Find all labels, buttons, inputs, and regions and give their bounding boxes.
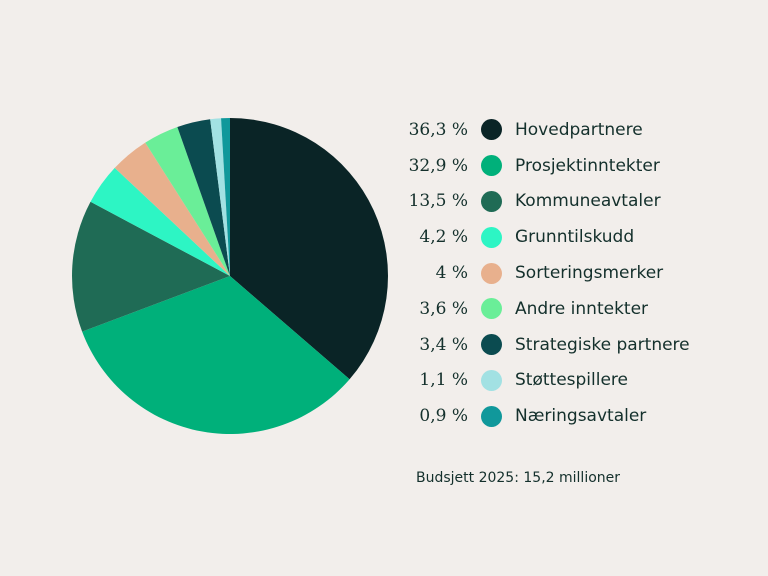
- legend-swatch: [481, 369, 502, 391]
- budget-footnote: Budsjett 2025: 15,2 millioner: [416, 470, 621, 486]
- legend-item: 32,9 % Prosjektinntekter: [400, 148, 760, 184]
- legend: 36,3 % Hovedpartnere 32,9 % Prosjektinntekt…: [400, 112, 760, 434]
- legend-value: 3,6 %: [419, 298, 468, 319]
- legend-swatch: [481, 334, 502, 356]
- pie-slice-4: [90, 167, 231, 276]
- pie-slice-9: [221, 118, 230, 276]
- legend-item: 4 % Sorteringsmerker: [400, 255, 760, 291]
- pie-slice-1: [230, 118, 389, 380]
- legend-value: 0,9 %: [419, 406, 468, 427]
- legend-value: 13,5 %: [408, 191, 468, 212]
- legend-value: 1,1 %: [419, 370, 468, 391]
- legend-label: Støttespillere: [515, 370, 628, 391]
- legend-swatch: [481, 262, 502, 284]
- pie-slice-2: [82, 276, 350, 434]
- legend-item: 3,6 % Andre inntekter: [400, 291, 760, 327]
- legend-label: Andre inntekter: [515, 298, 649, 319]
- legend-swatch: [481, 190, 502, 212]
- legend-swatch: [481, 119, 502, 141]
- legend-swatch: [481, 155, 502, 177]
- legend-value: 4,2 %: [419, 227, 468, 248]
- legend-value: 3,4 %: [419, 334, 468, 355]
- legend-value: 4 %: [435, 263, 468, 284]
- legend-label: Hovedpartnere: [515, 119, 643, 140]
- legend-item: 1,1 % Støttespillere: [400, 363, 760, 399]
- pie-slice-3: [71, 201, 230, 332]
- legend-label: Næringsavtaler: [515, 406, 647, 427]
- legend-item: 13,5 % Kommuneavtaler: [400, 184, 760, 220]
- legend-label: Strategiske partnere: [515, 334, 690, 355]
- legend-value: 32,9 %: [408, 155, 468, 176]
- pie-slice-5: [114, 142, 230, 276]
- legend-label: Prosjektinntekter: [515, 155, 660, 176]
- legend-item: 4,2 % Grunntilskudd: [400, 219, 760, 255]
- pie-slice-6: [145, 127, 230, 276]
- legend-item: 0,9 % Næringsavtaler: [400, 398, 760, 434]
- legend-swatch: [481, 298, 502, 320]
- legend-label: Kommuneavtaler: [515, 191, 661, 212]
- pie-slice-7: [177, 119, 230, 276]
- legend-value: 36,3 %: [408, 119, 468, 140]
- legend-label: Grunntilskudd: [515, 227, 635, 248]
- legend-swatch: [481, 226, 502, 248]
- legend-swatch: [481, 405, 502, 427]
- legend-item: 36,3 % Hovedpartnere: [400, 112, 760, 148]
- legend-item: 3,4 % Strategiske partnere: [400, 327, 760, 363]
- legend-label: Sorteringsmerker: [515, 263, 664, 284]
- pie-slice-8: [210, 118, 230, 277]
